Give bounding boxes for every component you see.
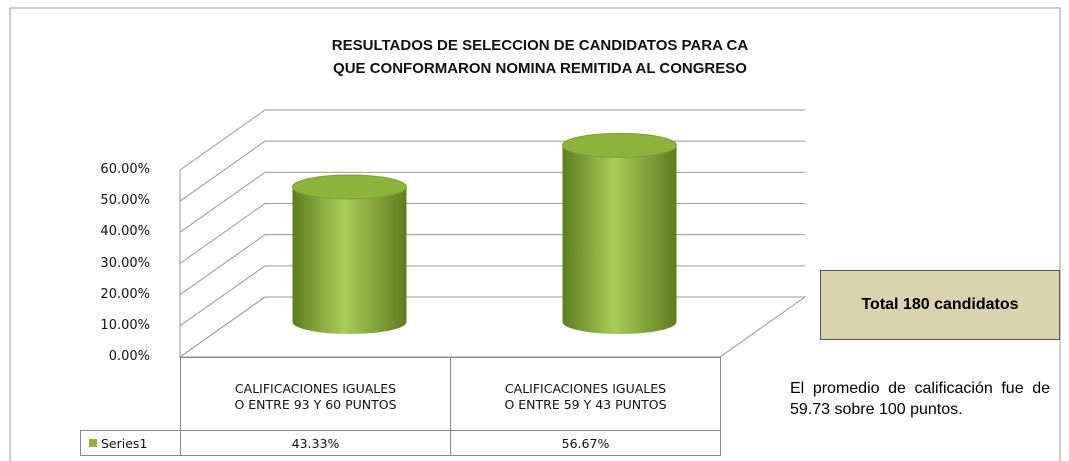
chart-frame	[9, 7, 1061, 461]
y-tick-label: 50.00%	[100, 193, 150, 209]
total-box: Total 180 candidatos	[820, 270, 1060, 340]
grid-line	[179, 203, 805, 264]
legend-label: Series1	[101, 435, 148, 451]
legend: Series1	[80, 430, 181, 456]
value-label: 43.33%	[180, 430, 451, 456]
category-label: CALIFICACIONES IGUALES O ENTRE 93 Y 60 P…	[180, 357, 451, 431]
legend-swatch	[89, 439, 97, 447]
y-tick-label: 40.00%	[100, 224, 150, 240]
y-tick-label: 10.00%	[100, 317, 150, 333]
bar	[562, 132, 677, 334]
cylinder-body	[562, 145, 677, 334]
value-label: 56.67%	[450, 430, 721, 456]
grid-line	[179, 234, 805, 296]
y-tick-label: 30.00%	[100, 255, 150, 271]
category-label: CALIFICACIONES IGUALES O ENTRE 59 Y 43 P…	[450, 357, 721, 431]
cylinder-top	[292, 174, 407, 200]
note: El promedio de calificación fue de 59.73…	[790, 380, 1050, 418]
y-tick-label: 20.00%	[100, 286, 150, 302]
y-tick-label: 60.00%	[100, 162, 150, 177]
grid-line	[179, 171, 805, 233]
cylinder-body	[292, 186, 407, 334]
y-tick-label: 0.00%	[108, 349, 150, 364]
chart-title: RESULTADOS DE SELECCION DE CANDIDATOS PA…	[331, 37, 749, 77]
floor	[178, 296, 807, 358]
grid-line	[179, 296, 805, 358]
grid-line	[179, 140, 805, 202]
cylinder-top	[562, 132, 677, 158]
bar	[292, 174, 407, 334]
grid-line	[179, 109, 805, 171]
grid-line	[179, 265, 805, 327]
